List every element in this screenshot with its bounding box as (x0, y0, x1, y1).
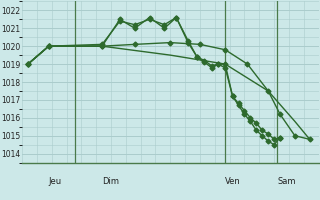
Text: Ven: Ven (225, 176, 241, 186)
Text: Sam: Sam (277, 176, 296, 186)
Text: Dim: Dim (102, 176, 119, 186)
Text: Jeu: Jeu (49, 176, 62, 186)
